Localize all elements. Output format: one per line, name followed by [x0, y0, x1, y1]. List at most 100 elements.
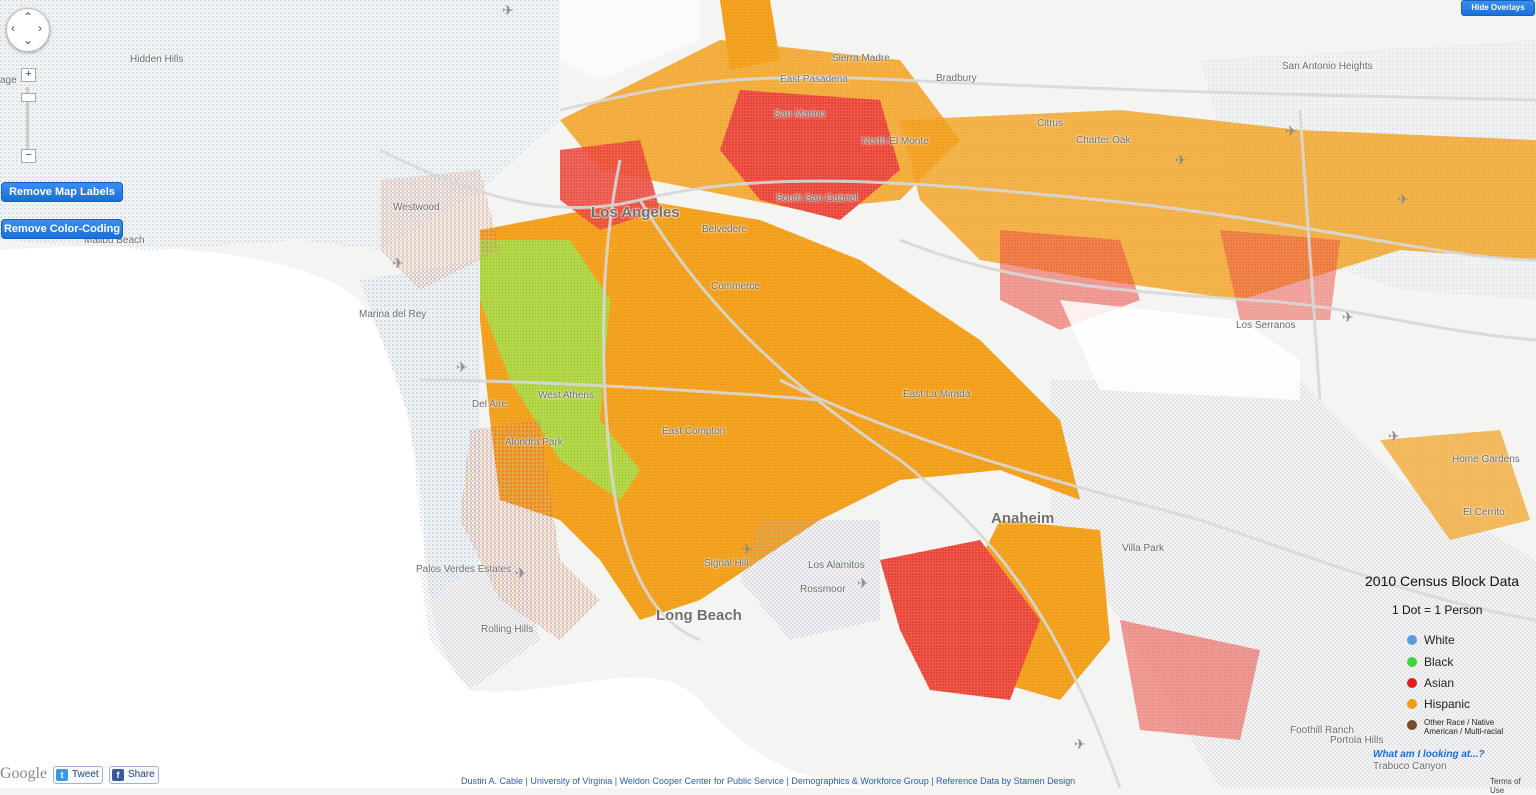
twitter-bird-icon: t	[56, 769, 68, 781]
place-label: Rossmoor	[800, 584, 846, 595]
legend-label: White	[1424, 633, 1455, 647]
place-label: West Athens	[538, 390, 594, 401]
place-label: Long Beach	[656, 607, 742, 624]
region-hispanic-top	[720, 0, 780, 70]
place-label: Los Angeles	[591, 204, 680, 221]
place-label: Los Alamitos	[808, 560, 865, 571]
svg-text:✈: ✈	[1074, 737, 1086, 753]
region-mixed-westside	[380, 170, 500, 290]
svg-text:✈: ✈	[1342, 310, 1354, 326]
svg-text:✈: ✈	[741, 542, 753, 558]
place-label: Foothill Ranch	[1290, 725, 1354, 736]
place-label: East Pasadena	[780, 74, 848, 85]
pan-control[interactable]: ⌃ ‹ › ⌄	[6, 8, 50, 52]
pan-right-icon[interactable]: ›	[38, 21, 42, 35]
svg-text:✈: ✈	[1285, 124, 1297, 140]
place-label: Trabuco Canyon	[1373, 761, 1447, 772]
place-label: Del Aire	[472, 399, 508, 410]
place-label: Alondra Park	[505, 437, 563, 448]
pan-left-icon[interactable]: ‹	[11, 21, 15, 35]
legend-label: Black	[1424, 655, 1454, 669]
airport-markers: ✈ ✈ ✈ ✈ ✈ ✈ ✈ ✈ ✈ ✈ ✈ ✈	[392, 3, 1409, 753]
legend-label: Hispanic	[1424, 697, 1471, 711]
tweet-label: Tweet	[72, 769, 99, 780]
place-label: San Marino	[774, 109, 826, 120]
place-label: Rolling Hills	[481, 624, 534, 635]
legend-title: 2010 Census Block Data	[1365, 573, 1520, 589]
region-asian-bottom	[1120, 620, 1260, 740]
place-label: Villa Park	[1122, 543, 1165, 554]
legend-swatch	[1407, 657, 1417, 667]
legend-swatch	[1407, 699, 1417, 709]
region-hispanic-core	[480, 200, 1080, 620]
credits-footer[interactable]: Dustin A. Cable | University of Virginia…	[461, 776, 1076, 786]
remove-color-coding-button[interactable]: Remove Color-Coding	[1, 219, 123, 239]
place-label: Marina del Rey	[359, 309, 427, 320]
legend-subtitle: 1 Dot = 1 Person	[1392, 603, 1483, 617]
place-label: Citrus	[1037, 118, 1064, 129]
legend-swatch	[1407, 635, 1417, 645]
svg-text:✈: ✈	[515, 566, 527, 582]
facebook-icon: f	[112, 769, 124, 781]
region-asian-oc	[880, 540, 1040, 700]
place-label: Palos Verdes Estates	[416, 564, 512, 575]
place-label: Anaheim	[991, 510, 1055, 527]
ocean	[0, 246, 900, 788]
google-logo: Google	[0, 765, 48, 782]
share-button[interactable]: f Share	[109, 766, 159, 784]
svg-text:✈: ✈	[392, 256, 404, 272]
legend: 2010 Census Block Data 1 Dot = 1 Person …	[1355, 568, 1530, 748]
place-label: Sierra Madre	[832, 53, 890, 64]
legend-label: Other Race / Native American / Multi-rac…	[1424, 718, 1504, 736]
pan-up-icon[interactable]: ⌃	[23, 10, 34, 24]
region-white-coast	[360, 260, 480, 600]
place-label: El Cerrito	[1463, 507, 1505, 518]
place-label: Westwood	[393, 202, 440, 213]
place-label: age	[0, 75, 17, 86]
share-label: Share	[128, 769, 155, 780]
place-label: Hidden Hills	[130, 54, 184, 65]
zoom-slider-track[interactable]	[26, 87, 29, 149]
place-label: Malibu Beach	[84, 235, 145, 246]
place-label: Los Serranos	[1236, 320, 1296, 331]
region-black-south-la	[480, 240, 640, 500]
place-label: Signal Hill	[704, 558, 749, 569]
legend-label: Asian	[1424, 676, 1455, 690]
place-label: North El Monte	[862, 136, 929, 147]
region-blank-hills	[560, 0, 700, 80]
svg-text:✈: ✈	[1388, 429, 1400, 445]
legend-swatch	[1407, 720, 1417, 730]
place-label: East Compton	[662, 426, 726, 437]
svg-text:✈: ✈	[857, 576, 869, 592]
what-am-i-looking-at-link[interactable]: What am I looking at...?	[1373, 749, 1485, 760]
region-asian-sgv	[720, 90, 900, 220]
place-label: San Antonio Heights	[1282, 61, 1373, 72]
freeways	[379, 75, 1536, 788]
place-label: Commerce	[711, 281, 760, 292]
place-label: Home Gardens	[1452, 454, 1520, 465]
tweet-button[interactable]: t Tweet	[53, 766, 103, 784]
zoom-slider-handle[interactable]	[21, 93, 36, 102]
place-label: East La Mirada	[903, 389, 971, 400]
zoom-in-button[interactable]: +	[21, 68, 36, 82]
svg-text:✈: ✈	[1175, 153, 1187, 169]
region-mixed-lb	[740, 520, 880, 640]
terms-of-use-link[interactable]: Terms of Use	[1490, 777, 1521, 795]
place-label: Bradbury	[936, 73, 977, 84]
svg-text:✈: ✈	[1397, 192, 1409, 208]
region-mixed-harbor	[460, 420, 600, 640]
region-blank-puente	[1060, 300, 1300, 400]
place-label: Portola Hills	[1330, 735, 1384, 746]
region-hispanic-se	[1380, 430, 1530, 540]
zoom-out-button[interactable]: −	[21, 149, 36, 163]
legend-swatch	[1407, 678, 1417, 688]
svg-text:✈: ✈	[502, 3, 514, 19]
place-label: Belvedere	[702, 224, 748, 235]
pan-down-icon[interactable]: ⌄	[23, 33, 34, 47]
svg-text:✈: ✈	[456, 360, 468, 376]
remove-map-labels-button[interactable]: Remove Map Labels	[1, 182, 123, 202]
hide-overlays-button[interactable]: Hide Overlays	[1461, 0, 1535, 16]
place-label: Charter Oak	[1076, 135, 1131, 146]
place-label: South San Gabriel	[776, 193, 858, 204]
